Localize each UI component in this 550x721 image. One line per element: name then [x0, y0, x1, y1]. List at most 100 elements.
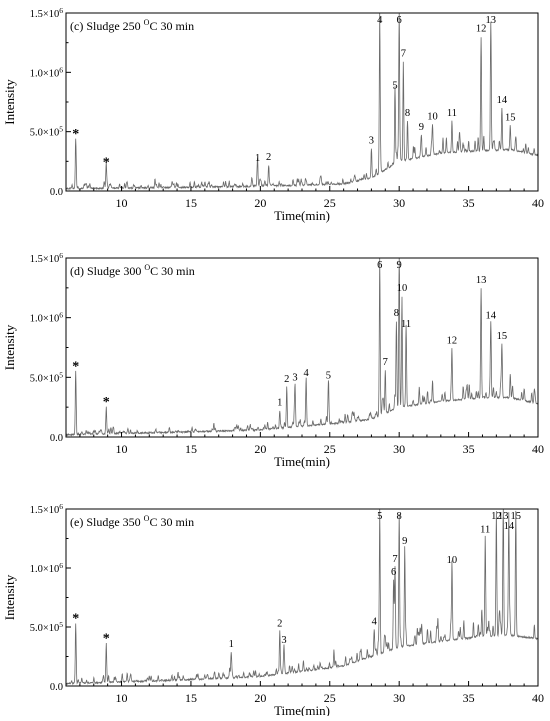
- chromatogram-trace: [65, 508, 539, 686]
- plot-frame: [65, 12, 539, 192]
- y-tick-label: 5.0×105: [30, 125, 64, 139]
- x-tick-label: 40: [532, 196, 544, 210]
- peak-label: 3: [292, 373, 297, 384]
- peak-label: 7: [401, 49, 406, 60]
- y-axis-label: Intensity: [2, 324, 17, 370]
- peak-label: *: [103, 395, 110, 410]
- x-tick-label: 20: [254, 442, 266, 456]
- peak-label: 7: [392, 554, 397, 565]
- y-tick-label: 1.5×106: [30, 502, 64, 516]
- peak-label: 5: [326, 370, 331, 381]
- peak-label: 6: [377, 260, 382, 271]
- x-tick-label: 15: [185, 442, 197, 456]
- x-tick-label: 30: [393, 196, 405, 210]
- x-tick-label: 25: [324, 196, 336, 210]
- y-tick-label: 0.0: [50, 433, 63, 444]
- peak-label: 8: [397, 511, 402, 522]
- peak-label: 3: [281, 635, 286, 646]
- x-tick-label: 40: [532, 691, 544, 705]
- peak-label: 11: [401, 319, 411, 330]
- peak-label: 6: [397, 15, 402, 26]
- y-tick-label: 0.0: [50, 187, 63, 198]
- peak-label: 10: [427, 112, 438, 123]
- peak-label: 13: [476, 275, 487, 286]
- chart-panel-3: 10 15 20 25 30 35 400.05.0×1051.0×1061.5×106Ti…: [2, 502, 544, 718]
- peak-label: 10: [447, 555, 458, 566]
- chromatogram-trace: [65, 12, 539, 191]
- peak-label: 1: [255, 153, 260, 164]
- y-tick-label: 1.0×106: [30, 65, 64, 79]
- y-tick-label: 1.0×106: [30, 561, 64, 575]
- peak-label: 14: [504, 521, 515, 532]
- peak-label: *: [72, 127, 79, 142]
- peak-label: 14: [486, 311, 497, 322]
- peak-label: 5: [392, 81, 397, 92]
- peak-label: 12: [476, 24, 487, 35]
- x-tick-label: 15: [185, 196, 197, 210]
- x-tick-label: 25: [324, 691, 336, 705]
- peak-label: 6: [391, 567, 396, 578]
- x-tick-label: 15: [185, 691, 197, 705]
- x-tick-label: 20: [254, 196, 266, 210]
- x-tick-label: 40: [532, 442, 544, 456]
- peak-label: 7: [383, 357, 388, 368]
- x-tick-label: 30: [393, 442, 405, 456]
- peak-label: 2: [266, 152, 271, 163]
- chromatogram-trace: [65, 257, 539, 437]
- peak-label: 13: [486, 15, 497, 26]
- peak-label: 2: [284, 374, 289, 385]
- peak-label: 11: [480, 524, 490, 535]
- plot-frame: [65, 257, 539, 438]
- x-tick-label: 35: [463, 196, 475, 210]
- x-axis-label: Time(min): [274, 454, 330, 469]
- panel-title: (e) Sludge 350 OC 30 min: [70, 514, 194, 529]
- peak-label: 8: [394, 308, 399, 319]
- peak-label: *: [103, 632, 110, 647]
- y-tick-label: 1.5×106: [30, 6, 64, 20]
- peak-label: *: [103, 155, 110, 170]
- x-tick-label: 35: [463, 691, 475, 705]
- peak-label: 5: [377, 511, 382, 522]
- peak-label: 4: [304, 368, 310, 379]
- x-tick-label: 10: [116, 691, 128, 705]
- peak-label: 15: [511, 511, 522, 522]
- x-tick-label: 35: [463, 442, 475, 456]
- chart-panel-1: 10 15 20 25 30 35 400.05.0×1051.0×1061.5×106Ti…: [2, 6, 544, 223]
- y-tick-label: 5.0×105: [30, 370, 64, 384]
- peak-label: 11: [447, 108, 457, 119]
- peak-label: 1: [229, 639, 234, 650]
- x-tick-label: 10: [116, 196, 128, 210]
- y-tick-label: 5.0×105: [30, 620, 64, 634]
- peak-label: 15: [505, 113, 516, 124]
- y-tick-label: 1.0×106: [30, 311, 64, 325]
- y-tick-label: 0.0: [50, 682, 63, 693]
- peak-label: 13: [498, 511, 509, 522]
- peak-label: 3: [369, 135, 374, 146]
- x-tick-label: 20: [254, 691, 266, 705]
- chart-panel-2: 10 15 20 25 30 35 400.05.0×1051.0×1061.5×106Ti…: [2, 251, 544, 469]
- peak-label: 4: [372, 616, 378, 627]
- y-axis-label: Intensity: [2, 574, 17, 620]
- peak-label: *: [72, 359, 79, 374]
- x-tick-label: 30: [393, 691, 405, 705]
- peak-label: 9: [419, 122, 424, 133]
- peak-label: 12: [491, 511, 502, 522]
- peak-label: 12: [447, 336, 458, 347]
- peak-label: 9: [397, 260, 402, 271]
- peak-label: 4: [377, 15, 383, 26]
- peak-label: 1: [277, 398, 282, 409]
- y-axis-label: Intensity: [2, 79, 17, 125]
- y-tick-label: 1.5×106: [30, 251, 64, 265]
- peak-label: 9: [402, 536, 407, 547]
- peak-label: 2: [277, 619, 282, 630]
- peak-label: 14: [497, 95, 508, 106]
- plot-frame: [65, 508, 539, 687]
- peak-label: 10: [397, 283, 408, 294]
- peak-label: 8: [405, 108, 410, 119]
- x-axis-label: Time(min): [274, 703, 330, 716]
- peak-label: *: [72, 611, 79, 626]
- panel-title: (c) Sludge 250 OC 30 min: [70, 18, 194, 33]
- panel-title: (d) Sludge 300 OC 30 min: [70, 263, 195, 278]
